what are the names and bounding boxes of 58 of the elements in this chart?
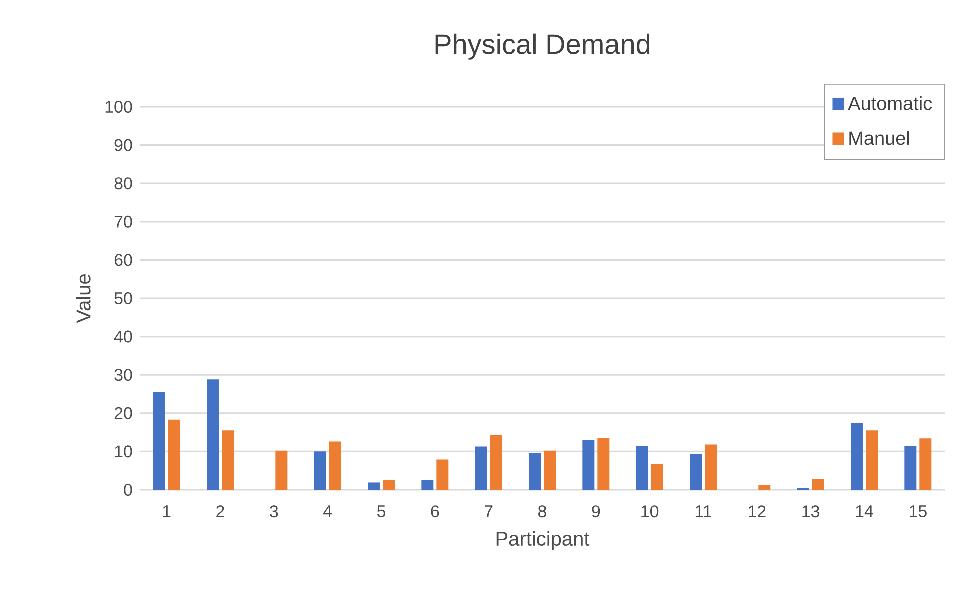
y-tick-label: 100 [106,100,132,113]
y-tick-label: 10 [115,446,132,458]
x-tick-label: 1 [163,506,171,518]
x-axis-title: Participant [496,531,590,550]
bar [490,435,502,490]
x-tick-label: 5 [377,506,386,518]
bar [368,482,380,490]
y-tick-label: 40 [114,330,132,343]
bar [920,438,932,490]
y-axis-title: Value [76,274,91,324]
bar [153,392,166,490]
y-tick-label: 0 [124,484,132,496]
bar [329,442,342,490]
bar [168,420,180,490]
x-tick-label: 15 [910,506,927,518]
x-tick-label: 8 [538,506,546,518]
x-tick-label: 13 [802,506,820,518]
y-tick-label: 60 [114,254,132,266]
x-tick-label: 6 [431,506,440,518]
x-tick-label: 11 [696,506,712,518]
legend-label: Automatic [848,96,932,110]
bar [383,480,395,490]
bar [705,444,717,490]
bar [598,438,610,490]
legend-label: Manuel [850,131,910,146]
x-tick-label: 9 [592,506,600,518]
y-tick-label: 20 [114,407,132,420]
bar [422,480,434,490]
bar [222,430,234,490]
bar [544,450,556,490]
bar [904,446,917,490]
bar [758,485,771,490]
y-tick-label: 50 [114,292,132,304]
bar [436,460,449,490]
bar [850,422,863,490]
bar [651,464,664,490]
bar [314,452,326,490]
y-tick-label: 30 [114,369,132,382]
x-tick-label: 3 [270,506,278,518]
x-tick-label: 2 [216,506,224,518]
bar [812,479,824,490]
bar [276,450,288,490]
bar [207,380,219,490]
x-tick-label: 7 [484,506,493,518]
bar [690,454,702,490]
x-tick-label: 14 [856,506,874,518]
bar [866,430,878,490]
x-tick-label: 4 [323,506,332,518]
chart-title: Physical Demand [436,34,650,60]
x-tick-label: 12 [748,506,766,518]
bar [529,453,541,490]
bar [475,446,488,490]
y-tick-label: 80 [114,178,132,190]
bar [582,440,595,490]
bar [636,446,648,490]
x-tick-label: 10 [642,506,659,518]
y-tick-label: 70 [114,216,132,228]
y-tick-label: 90 [114,139,132,152]
